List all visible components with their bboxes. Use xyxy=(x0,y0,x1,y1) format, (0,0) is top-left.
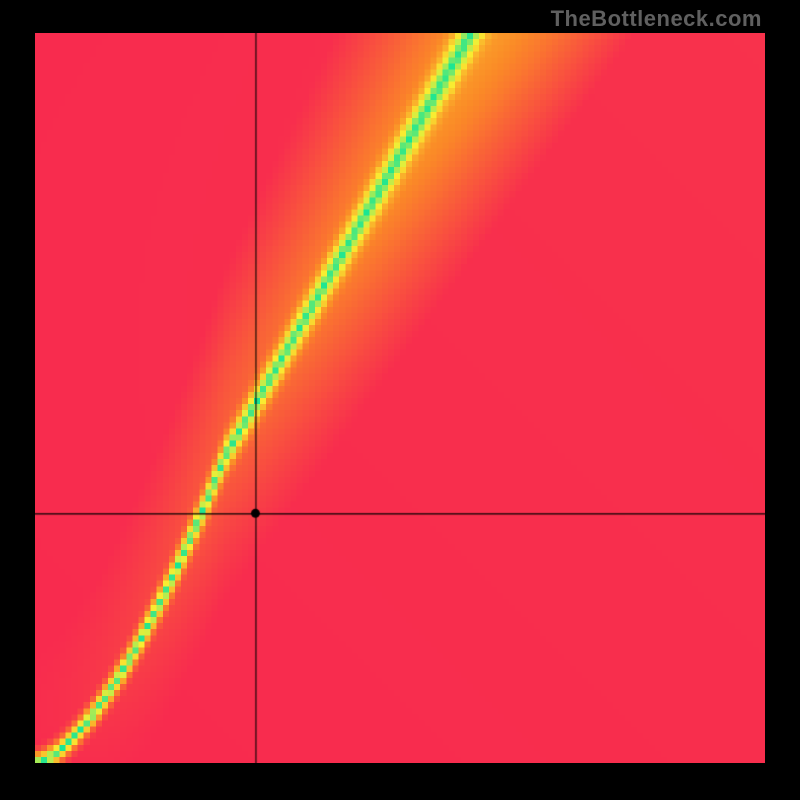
watermark-text: TheBottleneck.com xyxy=(551,6,762,32)
chart-container: { "chart": { "type": "heatmap", "canvas_… xyxy=(0,0,800,800)
bottleneck-heatmap xyxy=(35,33,765,763)
